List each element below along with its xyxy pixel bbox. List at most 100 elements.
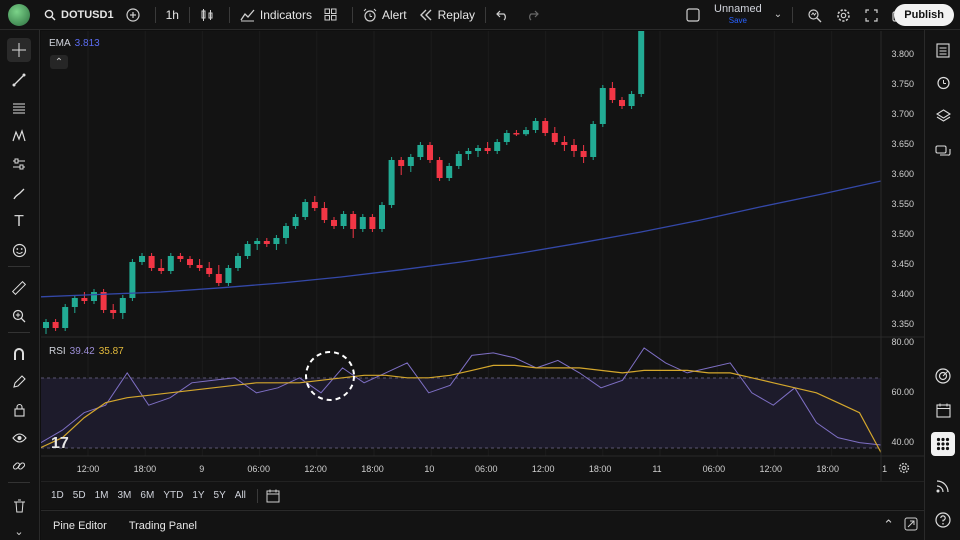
emoji-tool-button[interactable] [7, 238, 31, 262]
alert-button[interactable]: Alert [357, 0, 413, 30]
calendar-range-icon[interactable] [266, 489, 280, 503]
period-button[interactable]: 6M [140, 490, 155, 501]
chart-canvas[interactable] [41, 31, 924, 481]
period-button[interactable]: All [234, 490, 246, 501]
user-avatar[interactable] [8, 3, 30, 26]
chats-button[interactable] [931, 140, 955, 164]
candle-body [196, 265, 203, 268]
symbol-label: DOTUSD1 [61, 8, 114, 21]
candle-body [369, 217, 376, 229]
brush-tool-button[interactable] [7, 182, 31, 206]
collapse-toolbar-button[interactable]: ⌄ [7, 520, 31, 540]
candle [110, 304, 117, 319]
lock-icon [13, 403, 26, 417]
rsi-tick-label: 60.00 [891, 386, 914, 397]
time-tick-label: 10 [424, 464, 435, 474]
publish-button[interactable]: Publish [894, 4, 954, 26]
candle-body [139, 256, 145, 262]
candle-body [81, 298, 88, 301]
ema-legend[interactable]: EMA 3.813 [49, 38, 100, 49]
rsi-legend[interactable]: RSI 39.42 35.87 [49, 346, 124, 357]
trend-line-tool-button[interactable] [7, 68, 31, 92]
signals-button[interactable] [931, 474, 955, 498]
candle-body [311, 202, 318, 208]
price-tick-label: 3.400 [891, 289, 914, 299]
pattern-tool-button[interactable] [7, 124, 31, 148]
ruler-tool-button[interactable] [7, 276, 31, 300]
candle [599, 85, 606, 127]
forecast-tool-button[interactable] [7, 152, 31, 176]
interval-button[interactable]: 1h [160, 0, 185, 30]
period-button[interactable]: 1D [51, 490, 64, 501]
candle [340, 211, 347, 229]
help-icon [935, 512, 951, 528]
gear-icon[interactable] [836, 8, 851, 23]
collapse-legend-button[interactable]: ⌃ [50, 55, 68, 69]
period-button[interactable]: 5D [72, 490, 86, 501]
candle-body [532, 121, 539, 130]
bottom-tab[interactable]: Pine Editor [53, 519, 107, 532]
rsi-legend-label: RSI [49, 346, 66, 357]
period-button[interactable]: 3M [117, 490, 132, 501]
stay-in-drawing-button[interactable] [7, 370, 31, 394]
rsi-tick-label: 40.00 [891, 436, 914, 447]
candle [542, 118, 549, 136]
candle-body [177, 256, 184, 259]
layouts-button[interactable] [318, 0, 348, 30]
indicators-button[interactable]: Indicators [234, 0, 318, 30]
candle [398, 157, 405, 175]
layout-name-button[interactable]: Unnamed Save [714, 4, 762, 26]
watchlist-button[interactable] [931, 38, 955, 62]
link-tool-button[interactable] [7, 454, 31, 478]
magnet-tool-button[interactable] [7, 342, 31, 366]
top-toolbar: DOTUSD1 1h Indicators Alert [0, 0, 960, 30]
fib-tool-button[interactable] [7, 96, 31, 120]
candle [273, 235, 280, 250]
settings-gear-icon[interactable] [898, 462, 910, 474]
period-button[interactable]: YTD [163, 490, 184, 501]
quick-search-icon[interactable] [807, 8, 822, 23]
candle-body [43, 322, 49, 328]
undo-button[interactable] [490, 0, 520, 30]
period-button[interactable]: 1M [94, 490, 109, 501]
tradingview-logo[interactable]: 17 [51, 435, 69, 452]
target-button[interactable] [931, 364, 955, 388]
period-list: 1D 5D 1M 3M 6M YTD 1Y 5Y All [51, 490, 255, 501]
help-button[interactable] [931, 508, 955, 532]
object-tree-button[interactable] [931, 104, 955, 128]
candle [638, 31, 645, 97]
period-button[interactable]: 5Y [213, 490, 226, 501]
products-button[interactable] [931, 432, 955, 456]
calendar-button[interactable] [931, 398, 955, 422]
bottom-tab[interactable]: Trading Panel [128, 519, 197, 532]
symbol-search-button[interactable]: DOTUSD1 [38, 0, 120, 30]
candle-body [206, 268, 213, 274]
candle [446, 163, 453, 181]
compare-symbol-button[interactable] [120, 0, 151, 30]
replay-button[interactable]: Replay [413, 0, 481, 30]
rsi-ma-legend-value: 35.87 [98, 346, 124, 357]
candle-body [321, 208, 328, 220]
crosshair-tool-button[interactable] [7, 38, 31, 62]
text-tool-button[interactable]: T [7, 210, 31, 234]
horizontal-lines-icon [12, 101, 26, 115]
alerts-panel-button[interactable] [931, 70, 955, 94]
chart-type-button[interactable] [194, 0, 225, 30]
remove-drawings-button[interactable] [7, 494, 31, 518]
candle [158, 259, 165, 274]
zoom-tool-button[interactable] [7, 304, 31, 328]
hide-drawings-button[interactable] [7, 426, 31, 450]
candle [628, 91, 635, 109]
rsi-ma-line [41, 364, 882, 453]
maximize-icon[interactable] [904, 517, 918, 531]
chart-area[interactable]: EMA 3.813 ⌃ RSI 39.42 35.87 3.800 3.750 3.700… [41, 31, 924, 481]
layout-square-icon[interactable] [686, 8, 700, 22]
lock-drawings-button[interactable] [7, 398, 31, 422]
dots-grid-icon [936, 437, 950, 451]
fullscreen-icon[interactable] [865, 8, 878, 22]
period-button[interactable]: 1Y [192, 490, 205, 501]
candle [148, 253, 155, 271]
chevron-down-icon[interactable]: ⌄ [773, 9, 783, 20]
chevron-up-icon[interactable]: ⌃ [883, 516, 894, 532]
redo-button[interactable] [520, 0, 550, 30]
